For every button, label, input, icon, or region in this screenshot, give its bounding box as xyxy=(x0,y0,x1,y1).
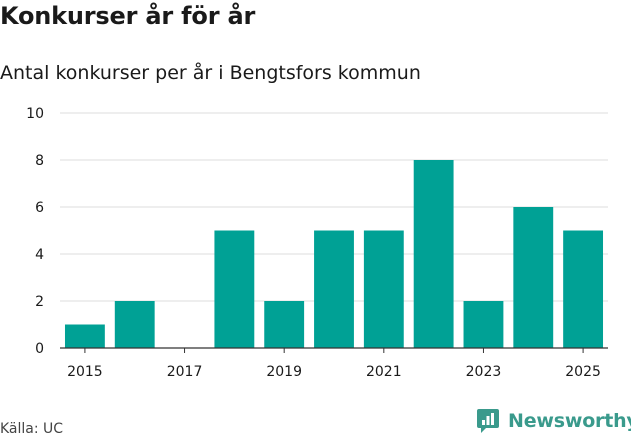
x-tick-label-2017: 2017 xyxy=(167,364,203,380)
bar-2015 xyxy=(64,324,105,348)
bar-2019 xyxy=(264,301,305,348)
newsworthy-logo: Newsworthy xyxy=(476,408,631,434)
brand-name: Newsworthy xyxy=(508,410,631,432)
y-tick-label-10: 10 xyxy=(26,106,44,122)
chart-title: Konkurser år för år xyxy=(0,2,256,30)
chart-subtitle: Antal konkurser per år i Bengtsfors komm… xyxy=(0,62,421,84)
source-note: Källa: UC xyxy=(0,421,64,437)
x-tick-label-2023: 2023 xyxy=(466,364,502,380)
bar-chart: 0 2 4 6 8 10 2015 2017 2019 2021 2023 2025 xyxy=(26,106,608,380)
x-tick-label-2025: 2025 xyxy=(565,364,601,380)
bar-2025 xyxy=(563,230,604,348)
bar-2016 xyxy=(114,301,155,348)
y-tick-label-6: 6 xyxy=(35,200,44,216)
bar-2021 xyxy=(363,230,404,348)
bar-2022 xyxy=(413,160,454,348)
y-tick-label-0: 0 xyxy=(35,341,44,357)
y-tick-label-4: 4 xyxy=(35,247,44,263)
y-tick-label-2: 2 xyxy=(35,294,44,310)
x-tick-label-2015: 2015 xyxy=(67,364,103,380)
bar-2018 xyxy=(214,230,255,348)
y-tick-label-8: 8 xyxy=(35,153,44,169)
x-tick-label-2021: 2021 xyxy=(366,364,402,380)
bar-2020 xyxy=(314,230,354,348)
newsworthy-logo-icon xyxy=(477,409,499,433)
bar-2024 xyxy=(513,207,554,348)
bar-2023 xyxy=(463,301,504,348)
x-tick-label-2019: 2019 xyxy=(266,364,302,380)
